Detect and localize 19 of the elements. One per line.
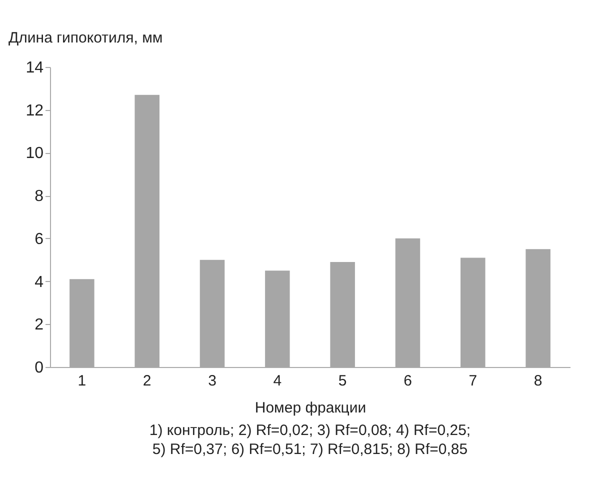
x-tick-label: 8 [534, 372, 542, 390]
y-tick-label: 4 [34, 274, 44, 291]
y-tick-label: 8 [34, 188, 44, 206]
y-tick-label: 6 [34, 230, 44, 248]
x-tick-label: 3 [208, 372, 216, 390]
y-tick-label: 14 [26, 60, 44, 76]
y-tick-label: 12 [26, 102, 44, 120]
x-tick-label: 5 [338, 372, 347, 390]
x-axis-title: Номер фракции [254, 400, 366, 416]
y-tick-label: 0 [34, 360, 44, 376]
x-tick-label: 4 [273, 372, 282, 390]
x-tick-label: 1 [78, 372, 86, 390]
y-tick-label: 2 [34, 316, 44, 334]
x-tick-label: 2 [142, 372, 152, 390]
x-tick-label: 6 [404, 372, 412, 390]
y-tick-label: 10 [26, 145, 44, 162]
x-tick-label: 7 [468, 372, 478, 390]
text: 1) контроль; 2) Rf=0,02; 3) Rf=0,08; 4) Rf=0,25; 5) Rf=0,37; 6) Rf=0,51; 7) Rf=0,815; 8) Rf=0,85 [149, 422, 471, 458]
y-axis-title: Длина гипокотиля, мм [8, 30, 163, 46]
